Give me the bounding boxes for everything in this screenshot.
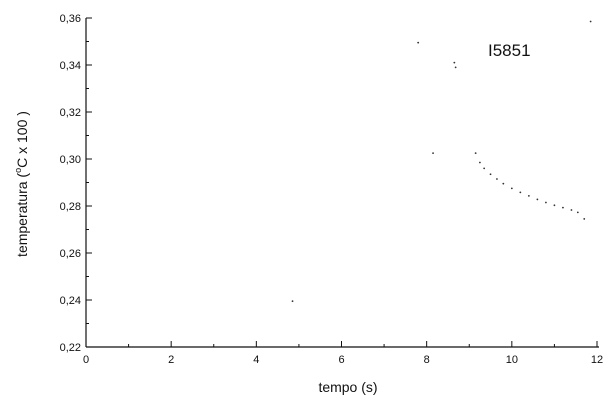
y-tick-label: 0,30 <box>60 154 81 166</box>
y-tick-label: 0,34 <box>60 60 81 72</box>
data-points <box>291 20 592 303</box>
data-point <box>432 152 434 155</box>
data-point <box>545 201 547 204</box>
y-axis-title: temperatura (oC x 100 ) <box>13 111 30 257</box>
data-point <box>291 300 294 303</box>
data-point <box>527 194 530 197</box>
y-ticks: 0,22 0,24 0,26 0,28 0,30 0,32 0,34 0,36 <box>60 13 92 354</box>
data-point <box>454 66 457 69</box>
data-point <box>483 167 486 170</box>
data-point <box>478 161 481 164</box>
y-axis-title-after: C x 100 ) <box>14 111 30 168</box>
x-tick-label: 12 <box>591 354 603 366</box>
x-tick-label: 10 <box>506 354 518 366</box>
data-point <box>453 61 456 64</box>
x-tick-label: 0 <box>83 354 89 366</box>
y-tick-label: 0,22 <box>60 342 81 354</box>
series-annotation: I5851 <box>488 41 531 60</box>
data-point <box>496 178 498 180</box>
y-tick-label: 0,36 <box>60 13 81 25</box>
x-tick-label: 8 <box>424 354 430 366</box>
data-point <box>417 41 420 44</box>
data-point <box>489 173 492 176</box>
x-ticks: 0 2 4 6 8 10 12 <box>83 341 603 366</box>
y-axis-title-superscript: o <box>13 168 23 173</box>
data-point <box>502 182 505 185</box>
data-point <box>589 20 592 23</box>
data-point <box>510 187 513 190</box>
y-axis-title-before: temperatura ( <box>14 173 30 257</box>
x-tick-label: 4 <box>253 354 259 366</box>
data-point <box>536 198 539 201</box>
data-point <box>583 218 586 220</box>
data-point <box>576 211 579 214</box>
data-point <box>562 206 564 209</box>
y-tick-label: 0,26 <box>60 248 81 260</box>
y-tick-label: 0,28 <box>60 201 81 213</box>
data-point <box>519 191 522 194</box>
x-axis-title: tempo (s) <box>318 379 377 395</box>
data-point <box>570 209 573 211</box>
x-tick-label: 6 <box>338 354 344 366</box>
data-point <box>553 204 556 207</box>
y-tick-label: 0,24 <box>60 295 81 307</box>
plot-area: 0 2 4 6 8 10 12 0,220,240,260,280,300,320,340,… <box>60 13 604 366</box>
data-point <box>474 152 477 155</box>
x-tick-label: 2 <box>168 354 174 366</box>
y-tick-label: 0,32 <box>60 107 81 119</box>
